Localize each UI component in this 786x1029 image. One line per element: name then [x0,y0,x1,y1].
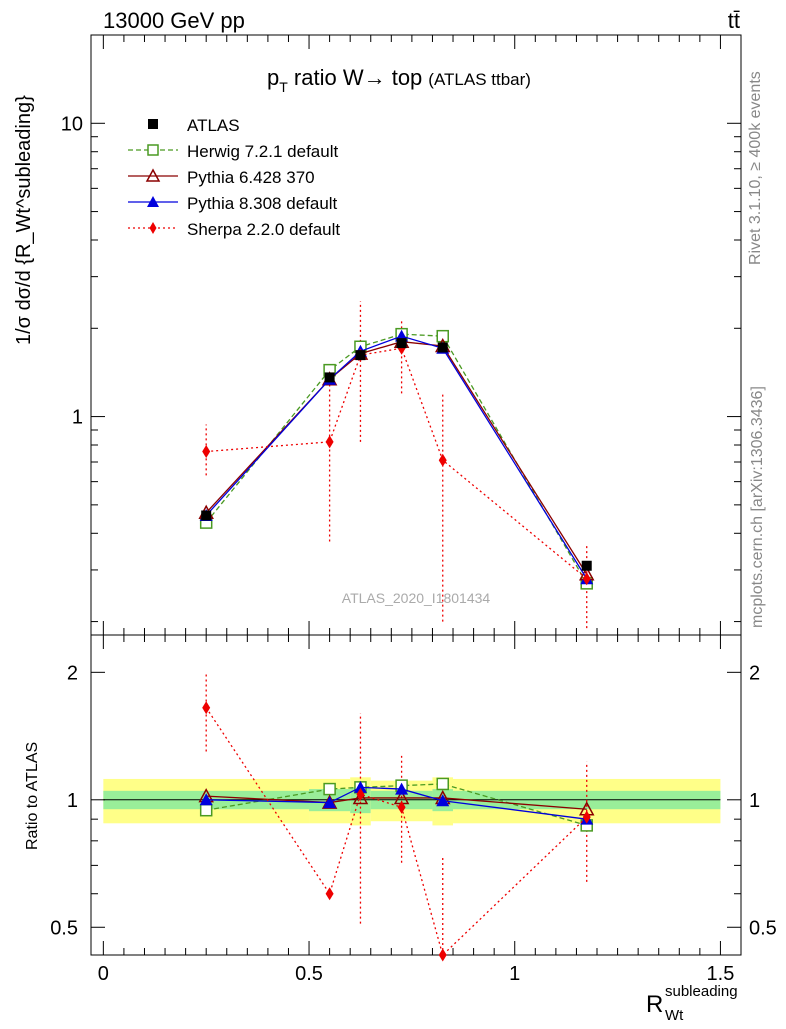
analysis-watermark: ATLAS_2020_I1801434 [342,590,491,606]
herwig-7-ratio-point [436,777,449,791]
legend-atlas-marker [148,119,158,129]
atlas-data-point [581,560,592,571]
ratio-y-axis-label: Ratio to ATLAS [24,742,41,850]
axes: 0 0.5 1 1.5 1 10 0.5 0.5 1 1 2 2 [50,34,777,985]
ratio-y-tick-label-right: 1 [749,790,760,812]
atlas-data-point [437,342,448,353]
plot-title: pT ratio W→ top (ATLAS ttbar) [267,65,531,95]
legend-marker [147,196,159,207]
legend-label: Herwig 7.2.1 default [187,142,338,161]
ratio-y-tick-label: 2 [67,662,78,684]
ratio-y-tick-label-right: 2 [749,662,760,684]
title-main: p [267,65,279,90]
pythia-8-ratio-point [353,780,367,793]
sherpa-2-line [206,347,588,580]
legend-label: Pythia 8.308 default [187,194,338,213]
pythia-8-ratio-point [395,782,409,795]
pythia-8-ratio-point [199,793,213,806]
x-tick-label: 1.5 [707,963,735,985]
rivet-version-label: Rivet 3.1.10, ≥ 400k events [747,71,764,265]
herwig-7-ratio-line [206,783,587,827]
herwig-7-ratio-point [199,803,213,817]
header-left-label: 13000 GeV pp [103,8,245,33]
pythia-8-line [205,335,588,580]
legend-marker [145,168,161,182]
header-right-label: tt̄ [728,8,740,33]
x-tick-label: 0.5 [295,963,323,985]
legend-atlas-label: ATLAS [187,116,240,135]
atlas-data-point [355,350,366,361]
ratio-y-tick-label: 1 [67,790,78,812]
pythia-8-ratio-line [206,786,587,820]
x-axis-title: R [646,991,663,1018]
legend-marker [149,222,157,234]
pythia-8-ratio-point [323,796,337,809]
atlas-data-point [324,372,335,383]
sherpa-2-point [438,453,447,467]
sherpa-2-ratio-point [325,887,334,901]
x-axis-title-sub: Wt [665,1007,684,1024]
sherpa-2-point [582,572,591,586]
title-small: (ATLAS ttbar) [428,70,531,89]
ratio-plot-frame [90,634,742,956]
sherpa-2-ratio-point [582,810,591,824]
legend-label: Sherpa 2.2.0 default [187,220,340,239]
main-y-tick-label: 1 [72,407,83,429]
sherpa-2-ratio-point [202,701,211,715]
ratio-y-tick-label-right: 0.5 [749,917,777,939]
atlas-data-point [201,510,212,521]
pythia-8-ratio-point [436,794,450,807]
main-y-tick-label: 10 [61,113,83,135]
x-tick-label: 0 [98,963,109,985]
pythia-6-line [205,341,588,575]
sherpa-2-ratio-point [356,787,365,801]
ratio-y-tick-label: 0.5 [50,917,78,939]
legend: ATLAS Herwig 7.2.1 default Pythia 6.428 37… [128,116,340,239]
main-y-axis-label: 1/σ dσ/d {R_Wt^subleading} [13,95,35,345]
x-tick-label: 1 [509,963,520,985]
title-sub: T [279,79,288,95]
title-rest: ratio W→ top [288,65,422,90]
sherpa-2-point [202,445,211,459]
atlas-data-point [396,338,407,349]
legend-label: Pythia 6.428 370 [187,168,315,187]
sherpa-2-ratio-point [397,800,406,814]
plot-marks [198,301,595,962]
herwig-7-ratio-point [323,782,336,796]
x-axis-title-sup: subleading [665,983,738,1000]
pythia-6-ratio-point [352,789,369,805]
sherpa-2-ratio-point [438,948,447,962]
x-axis-title-main: R [646,991,663,1018]
legend-marker [147,144,159,156]
mcplots-label: mcplots.cern.ch [arXiv:1306.3436] [749,386,766,628]
herwig-7-point [436,329,449,343]
ratio-uncertainty-bands [103,777,721,826]
herwig-7-line [205,333,588,584]
sherpa-2-ratio-line [205,707,588,957]
sherpa-2-point [325,435,334,449]
